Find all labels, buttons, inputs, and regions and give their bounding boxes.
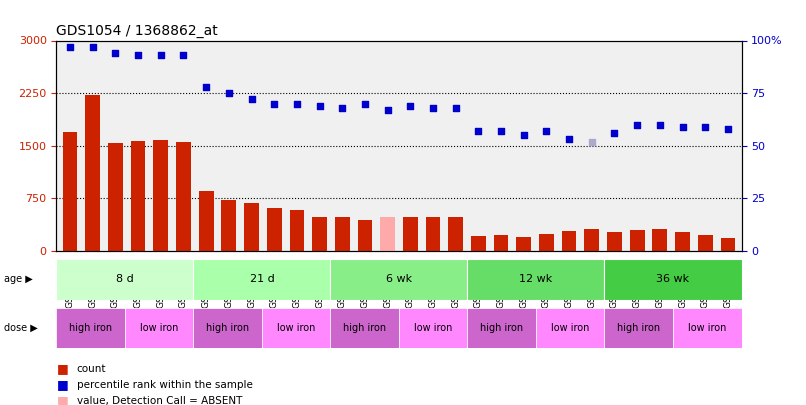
Point	[517, 132, 530, 139]
Text: count: count	[77, 364, 106, 373]
Text: age ▶: age ▶	[4, 275, 33, 284]
Point	[449, 104, 462, 111]
Point	[631, 122, 644, 128]
Text: 21 d: 21 d	[250, 275, 274, 284]
Text: high iron: high iron	[69, 323, 112, 333]
Text: ■: ■	[56, 362, 69, 375]
Bar	[517, 237, 531, 251]
Text: low iron: low iron	[277, 323, 315, 333]
Text: 8 d: 8 d	[116, 275, 134, 284]
Point	[313, 102, 326, 109]
Bar	[448, 217, 463, 251]
Text: low iron: low iron	[551, 323, 589, 333]
Bar	[629, 230, 645, 251]
FancyBboxPatch shape	[604, 259, 742, 300]
Point	[404, 102, 417, 109]
Bar	[199, 192, 214, 251]
Text: GDS1054 / 1368862_at: GDS1054 / 1368862_at	[56, 24, 218, 38]
Text: dose ▶: dose ▶	[4, 323, 38, 333]
Point	[472, 128, 485, 134]
Bar	[176, 142, 191, 251]
Bar	[222, 200, 236, 251]
FancyBboxPatch shape	[399, 308, 467, 348]
Bar	[63, 132, 77, 251]
FancyBboxPatch shape	[56, 259, 193, 300]
Point	[177, 52, 190, 58]
FancyBboxPatch shape	[330, 259, 467, 300]
Text: low iron: low iron	[140, 323, 178, 333]
Text: 36 wk: 36 wk	[656, 275, 690, 284]
Text: ■: ■	[56, 394, 69, 405]
Text: value, Detection Call = ABSENT: value, Detection Call = ABSENT	[77, 396, 242, 405]
Bar	[471, 236, 486, 251]
Point	[563, 136, 575, 143]
Bar	[108, 143, 123, 251]
Point	[109, 50, 122, 56]
Point	[426, 104, 439, 111]
Point	[359, 100, 372, 107]
Point	[336, 104, 349, 111]
Point	[268, 100, 280, 107]
Bar	[85, 95, 100, 251]
Point	[222, 90, 235, 96]
Text: 6 wk: 6 wk	[386, 275, 412, 284]
Point	[154, 52, 167, 58]
Point	[495, 128, 508, 134]
Bar	[562, 231, 576, 251]
Text: 12 wk: 12 wk	[519, 275, 553, 284]
Bar	[539, 234, 554, 251]
Bar	[244, 203, 259, 251]
Point	[585, 139, 598, 145]
FancyBboxPatch shape	[673, 308, 742, 348]
Point	[290, 100, 303, 107]
Text: high iron: high iron	[480, 323, 523, 333]
Text: high iron: high iron	[206, 323, 249, 333]
Bar	[403, 217, 418, 251]
Text: percentile rank within the sample: percentile rank within the sample	[77, 380, 252, 390]
FancyBboxPatch shape	[262, 308, 330, 348]
Point	[200, 83, 213, 90]
Bar	[131, 141, 145, 251]
Point	[86, 44, 99, 50]
Point	[654, 122, 667, 128]
Bar	[426, 217, 440, 251]
Bar	[153, 140, 168, 251]
FancyBboxPatch shape	[604, 308, 673, 348]
FancyBboxPatch shape	[125, 308, 193, 348]
Bar	[312, 217, 327, 251]
Text: high iron: high iron	[617, 323, 660, 333]
FancyBboxPatch shape	[193, 308, 262, 348]
Point	[676, 124, 689, 130]
Bar	[380, 217, 395, 251]
Point	[245, 96, 258, 103]
Bar	[267, 208, 281, 251]
Text: low iron: low iron	[414, 323, 452, 333]
FancyBboxPatch shape	[56, 308, 125, 348]
FancyBboxPatch shape	[467, 259, 604, 300]
FancyBboxPatch shape	[330, 308, 399, 348]
Text: high iron: high iron	[343, 323, 386, 333]
Bar	[334, 217, 350, 251]
Point	[721, 126, 734, 132]
Bar	[653, 229, 667, 251]
Point	[540, 128, 553, 134]
Point	[699, 124, 712, 130]
FancyBboxPatch shape	[467, 308, 536, 348]
FancyBboxPatch shape	[536, 308, 604, 348]
Point	[608, 130, 621, 136]
Text: low iron: low iron	[688, 323, 726, 333]
Bar	[289, 210, 304, 251]
Bar	[675, 232, 690, 251]
Point	[64, 44, 77, 50]
Bar	[607, 232, 622, 251]
Point	[381, 107, 394, 113]
Bar	[584, 229, 599, 251]
Bar	[358, 220, 372, 251]
Point	[131, 52, 144, 58]
Text: ■: ■	[56, 378, 69, 391]
Bar	[721, 239, 735, 251]
FancyBboxPatch shape	[193, 259, 330, 300]
Bar	[494, 235, 509, 251]
Bar	[698, 235, 713, 251]
